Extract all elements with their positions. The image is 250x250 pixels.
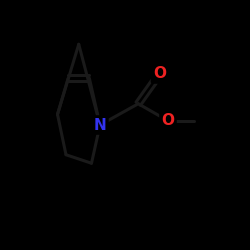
Text: N: N: [94, 118, 106, 132]
Text: O: O: [153, 66, 166, 82]
Text: O: O: [162, 113, 174, 128]
